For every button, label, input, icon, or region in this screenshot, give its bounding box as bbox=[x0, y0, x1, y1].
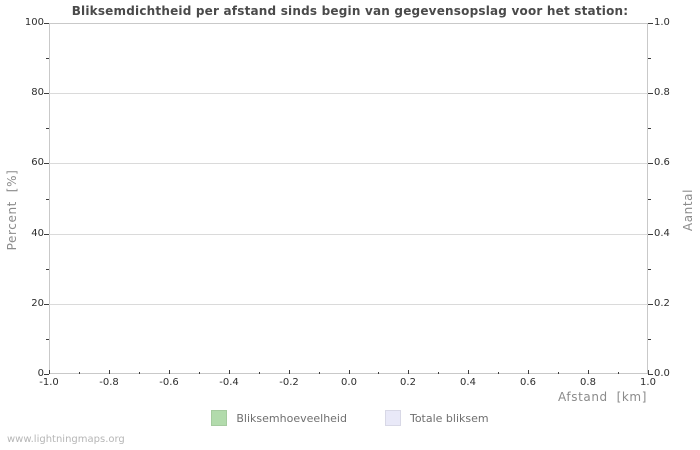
x-tick bbox=[528, 370, 529, 374]
y-tick-label-right: 1.0 bbox=[654, 17, 670, 28]
x-tick-label: 0.4 bbox=[460, 377, 476, 388]
y-gridline bbox=[49, 163, 648, 164]
y-tick-right bbox=[648, 23, 653, 24]
y-gridline bbox=[49, 93, 648, 94]
y-gridline bbox=[49, 304, 648, 305]
y-tick-left bbox=[44, 234, 49, 235]
y-tick-right bbox=[648, 58, 651, 59]
y-tick-left bbox=[46, 339, 49, 340]
y-tick-right bbox=[648, 234, 653, 235]
legend: Bliksemhoeveelheid Totale bliksem bbox=[0, 410, 700, 426]
y-tick-left bbox=[44, 93, 49, 94]
x-tick-label: -1.0 bbox=[39, 377, 59, 388]
x-tick bbox=[49, 370, 50, 374]
legend-item-totale-bliksem: Totale bliksem bbox=[384, 410, 489, 426]
y-tick-left bbox=[44, 23, 49, 24]
y-tick-label-left: 40 bbox=[31, 228, 44, 239]
y-tick-left bbox=[44, 374, 49, 375]
x-tick bbox=[588, 370, 589, 374]
x-axis-label: Afstand [km] bbox=[558, 390, 647, 404]
x-tick bbox=[438, 372, 439, 374]
x-tick bbox=[169, 370, 170, 374]
y-tick-left bbox=[46, 58, 49, 59]
x-tick bbox=[468, 370, 469, 374]
x-tick bbox=[498, 372, 499, 374]
y-tick-right bbox=[648, 269, 651, 270]
y-tick-label-right: 0.2 bbox=[654, 298, 670, 309]
x-tick bbox=[558, 372, 559, 374]
y-tick-label-left: 0 bbox=[37, 368, 44, 379]
y-tick-label-left: 80 bbox=[31, 87, 44, 98]
legend-label-totale-bliksem: Totale bliksem bbox=[409, 411, 489, 425]
x-tick bbox=[408, 370, 409, 374]
y-tick-right bbox=[648, 93, 653, 94]
x-tick-label: 0.8 bbox=[580, 377, 596, 388]
y-tick-label-left: 20 bbox=[31, 298, 44, 309]
y-tick-right bbox=[648, 128, 651, 129]
x-tick bbox=[319, 372, 320, 374]
y-tick-label-right: 0.6 bbox=[654, 157, 670, 168]
x-tick bbox=[259, 372, 260, 374]
x-tick bbox=[109, 370, 110, 374]
y-tick-right bbox=[648, 304, 653, 305]
x-tick-label: -0.6 bbox=[159, 377, 179, 388]
x-tick bbox=[229, 370, 230, 374]
y-tick-right bbox=[648, 199, 651, 200]
x-tick-label: 0.6 bbox=[520, 377, 536, 388]
x-tick bbox=[199, 372, 200, 374]
y-tick-left bbox=[44, 163, 49, 164]
y-tick-left bbox=[46, 128, 49, 129]
x-tick bbox=[378, 372, 379, 374]
x-tick bbox=[289, 370, 290, 374]
y-axis-label-right: Aantal bbox=[681, 188, 695, 232]
x-tick bbox=[648, 370, 649, 374]
y-tick-label-right: 0.8 bbox=[654, 87, 670, 98]
y-tick-label-left: 60 bbox=[31, 157, 44, 168]
legend-item-bliksemhoeveelheid: Bliksemhoeveelheid bbox=[211, 410, 347, 426]
y-tick-right bbox=[648, 339, 651, 340]
plot-area bbox=[49, 23, 648, 374]
y-tick-left bbox=[46, 199, 49, 200]
y-tick-left bbox=[46, 269, 49, 270]
y-tick-left bbox=[44, 304, 49, 305]
y-gridline bbox=[49, 234, 648, 235]
x-tick-label: -0.8 bbox=[99, 377, 119, 388]
x-tick bbox=[139, 372, 140, 374]
legend-label-bliksemhoeveelheid: Bliksemhoeveelheid bbox=[236, 411, 347, 425]
y-tick-label-left: 100 bbox=[24, 17, 44, 28]
y-tick-right bbox=[648, 163, 653, 164]
chart-title: Bliksemdichtheid per afstand sinds begin… bbox=[71, 4, 629, 18]
x-tick bbox=[618, 372, 619, 374]
x-tick-label: -0.2 bbox=[279, 377, 299, 388]
legend-swatch-totale-bliksem bbox=[384, 410, 401, 426]
x-tick-label: -0.4 bbox=[219, 377, 239, 388]
legend-swatch-bliksemhoeveelheid bbox=[211, 410, 228, 426]
watermark-link[interactable]: www.lightningmaps.org bbox=[7, 434, 125, 445]
x-tick-label: 0.0 bbox=[341, 377, 357, 388]
x-tick bbox=[349, 370, 350, 374]
x-tick-label: 1.0 bbox=[640, 377, 656, 388]
x-tick-label: 0.2 bbox=[400, 377, 416, 388]
y-tick-right bbox=[648, 374, 653, 375]
y-tick-label-right: 0.4 bbox=[654, 228, 670, 239]
y-tick-label-right: 0.0 bbox=[654, 368, 670, 379]
x-tick bbox=[79, 372, 80, 374]
